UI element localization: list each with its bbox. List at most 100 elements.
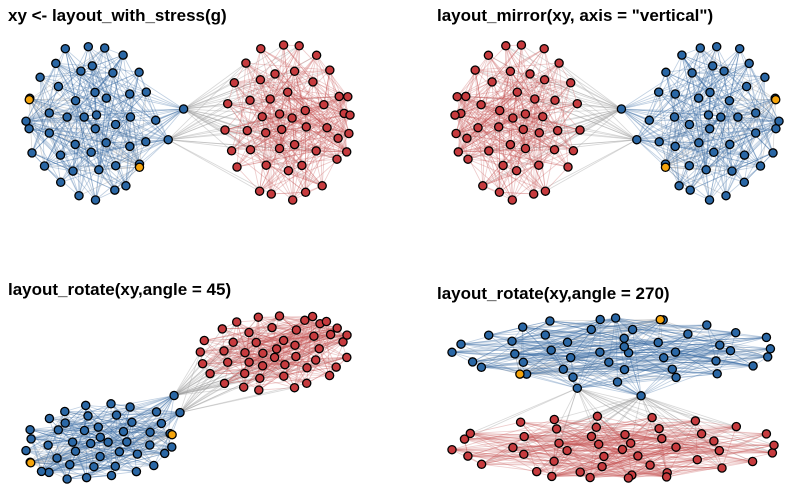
panel-graph-rotate-45 bbox=[21, 311, 352, 484]
graph-node-blue bbox=[25, 424, 35, 435]
graph-node-blue bbox=[145, 427, 155, 438]
graph-node-blue bbox=[150, 115, 161, 126]
graph-node-blue bbox=[727, 166, 737, 176]
graph-node-orange bbox=[515, 369, 525, 379]
graph-node-blue bbox=[670, 141, 680, 152]
graph-node-orange bbox=[770, 94, 781, 105]
graph-node-blue bbox=[159, 448, 170, 459]
graph-node-red bbox=[219, 346, 229, 356]
graph-node-blue bbox=[106, 470, 117, 481]
graph-node-red bbox=[300, 187, 311, 198]
graph-node-blue bbox=[619, 364, 630, 375]
graph-node-blue bbox=[705, 87, 715, 98]
graph-node-blue bbox=[53, 425, 64, 435]
graph-node-blue bbox=[684, 119, 695, 130]
graph-node-blue bbox=[653, 87, 664, 97]
graph-node-blue bbox=[610, 313, 621, 323]
graph-node-blue bbox=[101, 138, 111, 148]
graph-node-blue bbox=[106, 399, 116, 409]
graph-node-red bbox=[239, 368, 250, 379]
graph-node-red bbox=[238, 382, 249, 392]
graph-node-red bbox=[525, 69, 535, 79]
graph-node-blue bbox=[725, 139, 735, 150]
graph-node-blue bbox=[62, 474, 72, 484]
graph-node-red bbox=[257, 111, 267, 122]
graph-node-red bbox=[459, 434, 470, 444]
graph-node-red bbox=[549, 144, 560, 155]
graph-node-red bbox=[470, 65, 480, 75]
graph-node-red bbox=[261, 160, 271, 170]
graph-node-red bbox=[494, 187, 505, 198]
graph-node-blue bbox=[724, 95, 735, 106]
graph-node-red bbox=[199, 335, 210, 346]
graph-node-red bbox=[585, 472, 595, 483]
graph-node-red bbox=[197, 358, 208, 369]
graph-node-red bbox=[342, 352, 352, 363]
graph-node-blue bbox=[70, 95, 81, 106]
graph-node-blue bbox=[103, 437, 113, 447]
graph-node-blue bbox=[39, 161, 50, 171]
graph-node-red bbox=[245, 95, 255, 106]
graph-node-blue bbox=[89, 461, 99, 472]
graph-node-red bbox=[549, 414, 560, 425]
graph-node-blue bbox=[725, 345, 736, 356]
graph-node-red bbox=[256, 43, 266, 54]
graph-node-blue bbox=[709, 147, 719, 158]
graph-node-red bbox=[289, 66, 300, 77]
graph-node-red bbox=[345, 110, 355, 120]
graph-node-orange bbox=[25, 458, 36, 468]
graph-node-blue bbox=[734, 43, 745, 54]
graph-node-blue bbox=[167, 442, 177, 452]
graph-node-blue bbox=[741, 81, 752, 92]
graph-node-red bbox=[308, 77, 318, 87]
graph-node-blue bbox=[627, 324, 638, 335]
graph-node-red bbox=[322, 122, 332, 133]
graph-node-red bbox=[453, 147, 464, 157]
graph-node-blue bbox=[44, 108, 55, 118]
graph-node-blue bbox=[70, 446, 81, 457]
graph-node-red bbox=[255, 75, 266, 85]
graph-node-blue bbox=[562, 337, 573, 348]
graph-node-blue bbox=[739, 177, 750, 188]
graph-node-blue bbox=[750, 108, 761, 118]
graph-node-blue bbox=[456, 339, 466, 349]
graph-node-blue bbox=[94, 165, 104, 175]
graph-node-blue bbox=[151, 407, 162, 417]
graph-node-blue bbox=[546, 345, 556, 355]
graph-node-blue bbox=[141, 137, 151, 147]
graph-node-red bbox=[244, 327, 254, 338]
graph-node-red bbox=[484, 146, 494, 156]
graph-node-blue bbox=[80, 400, 91, 411]
graph-node-blue bbox=[716, 112, 726, 122]
graph-node-red bbox=[242, 125, 253, 136]
graph-node-blue bbox=[467, 357, 478, 367]
graph-node-red bbox=[287, 113, 297, 123]
node-layer bbox=[21, 40, 355, 205]
graph-node-blue bbox=[632, 134, 642, 145]
graph-node-blue bbox=[110, 160, 121, 171]
graph-node-blue bbox=[507, 336, 517, 346]
graph-node-blue bbox=[44, 413, 55, 424]
graph-node-blue bbox=[74, 190, 84, 201]
graph-node-red bbox=[540, 186, 551, 196]
graph-node-blue bbox=[26, 434, 36, 444]
graph-node-red bbox=[534, 160, 544, 170]
graph-node-red bbox=[245, 144, 256, 155]
graph-node-orange bbox=[660, 162, 671, 173]
graph-node-blue bbox=[81, 472, 92, 483]
graph-node-red bbox=[231, 317, 242, 327]
graph-node-blue bbox=[774, 116, 784, 126]
graph-node-red bbox=[671, 442, 681, 452]
graph-node-red bbox=[657, 433, 667, 444]
graph-node-blue bbox=[586, 324, 597, 335]
graph-node-blue bbox=[124, 89, 135, 99]
graph-node-blue bbox=[118, 50, 128, 60]
graph-node-red bbox=[217, 324, 228, 334]
edge-layer bbox=[454, 44, 780, 201]
graph-node-blue bbox=[21, 445, 31, 456]
graph-node-red bbox=[309, 331, 319, 341]
graph-node-red bbox=[301, 378, 312, 389]
graph-node-red bbox=[294, 41, 304, 51]
graph-node-blue bbox=[145, 440, 155, 450]
graph-node-blue bbox=[43, 440, 53, 450]
